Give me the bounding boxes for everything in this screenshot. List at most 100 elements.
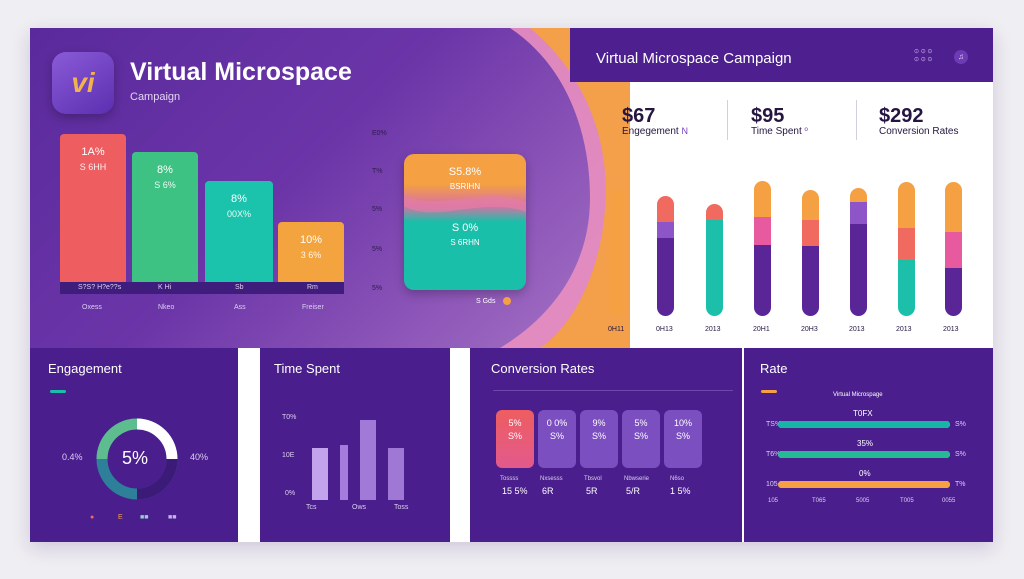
conversion-divider	[493, 390, 733, 391]
hero-section: vi Virtual Microspace Campaign 1A% S 6HH…	[30, 28, 630, 348]
hero-y-label-5: 5%	[372, 285, 383, 292]
rate-row-3-bar[interactable]	[778, 481, 950, 488]
card-wave-decoration	[404, 194, 526, 213]
rate-row-2-bar[interactable]	[778, 451, 950, 458]
hero-bar-1[interactable]: 1A% S 6HH	[60, 134, 126, 294]
engagement-panel[interactable]	[30, 348, 238, 542]
header-title: Virtual Microspace Campaign	[596, 50, 792, 67]
card-label-1: BSRIHN	[449, 182, 481, 191]
app-logo[interactable]: vi	[52, 52, 114, 114]
hero-bar-1-label: Oxess	[82, 304, 102, 311]
engagement-right-label: 40%	[190, 452, 209, 462]
pill-label-4: 20H1	[753, 326, 770, 333]
engagement-title: Engagement	[48, 361, 122, 376]
card-label-2: S 6RHN	[450, 238, 480, 247]
hero-bar-3-sub: 00X%	[226, 209, 252, 219]
conversion-box-5[interactable]: 10% S%	[664, 410, 702, 468]
conversion-sub-2: Nxsesss	[540, 476, 563, 482]
time-spent-panel[interactable]	[260, 348, 450, 542]
engagement-donut[interactable]	[92, 414, 182, 504]
pill-bar-3[interactable]	[706, 204, 723, 316]
rate-title: Rate	[760, 361, 788, 376]
hero-bar-baseline	[60, 282, 344, 294]
rate-row-2-head: 35%	[857, 439, 874, 448]
hero-bar-1-value: 1A%	[81, 146, 105, 158]
stat-conversion-label: Conversion Rates	[879, 126, 959, 137]
rate-row-3-left: 105	[766, 481, 778, 488]
pill-label-7: 2013	[896, 326, 912, 333]
engagement-legend-3: ■■	[140, 514, 149, 521]
pill-bar-7[interactable]	[898, 182, 915, 316]
conversion-value-3: 5R	[586, 486, 598, 496]
rate-row-1-bar[interactable]	[778, 421, 950, 428]
card-value-1: S5.8%	[448, 166, 482, 178]
header-link-1[interactable]: ⊙ ⊙ ⊙	[914, 49, 933, 55]
time-x-label-1: Tcs	[306, 504, 317, 511]
sound-icon[interactable]: ♫	[954, 50, 968, 64]
time-y-label-2: 10E	[282, 452, 295, 459]
pill-bar-8[interactable]	[945, 182, 962, 316]
header-link-2[interactable]: ⊙ ⊙ ⊙	[914, 57, 933, 63]
pill-label-1: 0H11	[608, 326, 625, 333]
rate-row-3-right: T%	[955, 481, 966, 488]
stat-divider-1	[727, 100, 728, 140]
stat-time-label: Time Spent º	[751, 126, 808, 137]
hero-bar-4-base-label: Rm	[307, 284, 318, 291]
header-links[interactable]: ⊙ ⊙ ⊙ ⊙ ⊙ ⊙	[914, 48, 932, 64]
conversion-sub-5: N6so	[670, 476, 685, 482]
engagement-legend-2: E	[118, 514, 123, 521]
hero-summary-card[interactable]: S5.8% BSRIHN S 0% S 6RHN	[404, 154, 526, 290]
right-header-bar	[570, 28, 993, 82]
time-bar-2[interactable]	[340, 445, 348, 500]
rate-header: Virtual Microspage	[833, 392, 883, 398]
time-bar-1[interactable]	[312, 448, 328, 500]
stat-divider-2	[856, 100, 857, 140]
pill-bar-4[interactable]	[754, 181, 771, 316]
hero-subtitle: Campaign	[130, 91, 181, 103]
rate-row-2-right: S%	[955, 451, 966, 458]
hero-bar-2-base-label: K Hi	[158, 284, 172, 291]
hero-bar-2-label: Nkeo	[158, 304, 175, 311]
hero-y-label-4: 5%	[372, 246, 383, 253]
pill-label-5: 20H3	[801, 326, 818, 333]
conversion-box-1[interactable]: 5% S%	[496, 410, 534, 468]
conversion-box-2[interactable]: 0 0% S%	[538, 410, 576, 468]
pill-label-8: 2013	[943, 326, 959, 333]
hero-bar-2-value: 8%	[157, 164, 173, 176]
hero-bar-4-value: 10%	[299, 234, 323, 246]
time-bar-4[interactable]	[388, 448, 404, 500]
conversion-sub-1: Tossss	[500, 476, 519, 482]
hero-bar-1-sub: S 6HH	[79, 162, 107, 172]
rate-row-1-right: S%	[955, 421, 966, 428]
time-bar-3[interactable]	[360, 420, 376, 500]
pill-bar-6[interactable]	[850, 188, 867, 316]
engagement-center-value: 5%	[122, 448, 149, 468]
time-x-label-2: Ows	[352, 504, 366, 511]
rate-row-3-head: 0%	[859, 469, 871, 478]
rate-row-1-left: TS%	[766, 421, 782, 428]
hero-bar-2-sub: S 6%	[154, 180, 176, 190]
hero-y-label-2: T%	[372, 168, 383, 175]
pill-bar-5[interactable]	[802, 190, 819, 316]
pill-label-3: 2013	[705, 326, 721, 333]
card-footer-dot-icon	[503, 297, 511, 305]
hero-bar-3[interactable]: 8% 00X%	[205, 181, 273, 294]
rate-x-label-2: T065	[812, 498, 826, 504]
dashboard-frame: vi Virtual Microspace Campaign 1A% S 6HH…	[30, 28, 993, 542]
card-value-2: S 0%	[451, 222, 479, 234]
conversion-box-3[interactable]: 9% S%	[580, 410, 618, 468]
conversion-sub-4: Nbwserie	[624, 476, 650, 482]
conversion-box-4[interactable]: 5% S%	[622, 410, 660, 468]
pill-bar-2[interactable]	[657, 196, 674, 316]
rate-accent	[761, 390, 777, 393]
rate-row-1-head: T0FX	[853, 409, 873, 418]
stat-engagement-value: $67	[622, 105, 656, 127]
hero-bar-4-label: Freiser	[302, 304, 324, 311]
hero-bar-2[interactable]: 8% S 6%	[132, 152, 198, 294]
hero-title: Virtual Microspace	[130, 58, 352, 86]
rate-panel[interactable]	[744, 348, 993, 542]
pill-label-2: 0H13	[656, 326, 673, 333]
stat-time-value: $95	[751, 105, 785, 127]
pill-bar-1[interactable]	[609, 190, 626, 316]
hero-bar-4-sub: 3 6%	[300, 250, 322, 260]
